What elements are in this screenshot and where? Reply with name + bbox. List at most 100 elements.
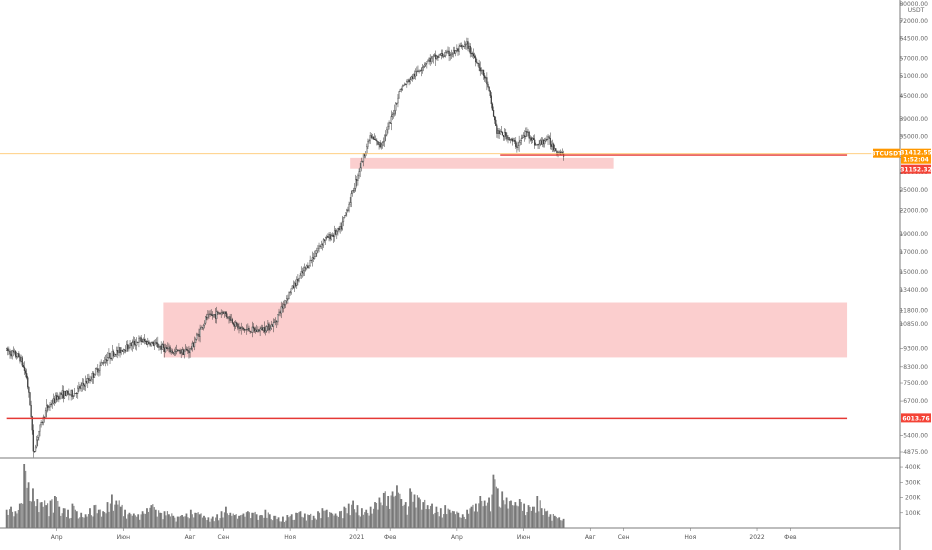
volume-bar (251, 512, 254, 528)
candle-body (436, 55, 438, 60)
candle-body (448, 50, 450, 56)
volume-bar (460, 517, 462, 528)
candle-body (84, 380, 87, 387)
candle-body (524, 135, 526, 137)
candle-body (357, 175, 359, 181)
candle-body (253, 328, 256, 332)
volume-bar (378, 497, 381, 528)
volume-bar (189, 509, 192, 528)
candle-body (78, 386, 80, 389)
candle-body (107, 357, 109, 361)
candle-body (339, 226, 341, 231)
volume-bar (375, 502, 378, 528)
candle-body (81, 382, 83, 386)
candle-body (498, 130, 500, 134)
candle-body (537, 144, 539, 146)
candle-body (515, 141, 517, 147)
candle-body (176, 349, 178, 352)
time-axis[interactable]: Апр Июн Авг Сен Ноя 2021 Фев Апр Июн Авг Сен Ноя 202… (51, 528, 797, 541)
zone-0[interactable] (163, 302, 848, 358)
volume-bar (305, 520, 307, 528)
candle-body (360, 161, 362, 169)
volume-bar (501, 491, 504, 528)
volume-bar (402, 506, 404, 528)
candle-body (259, 328, 261, 332)
volume-bar (435, 506, 438, 528)
volume-bar (384, 491, 386, 528)
candle-body (380, 144, 382, 148)
volume-bar (289, 516, 291, 528)
candle-body (174, 350, 177, 352)
volume-bar (310, 513, 312, 528)
candle-body (335, 230, 337, 235)
candle-body (370, 135, 372, 138)
volume-bar (538, 511, 540, 528)
volume-bar (45, 505, 48, 528)
volume-bar (456, 511, 458, 528)
currency-label: USDT (908, 7, 925, 14)
candle-body (441, 53, 444, 57)
volume-bar (156, 516, 158, 528)
candle-body (66, 390, 68, 396)
volume-bar (552, 513, 554, 528)
volume-bar (469, 508, 471, 528)
candle-body (514, 140, 516, 142)
candle-body (409, 79, 411, 83)
candle-body (281, 306, 283, 309)
candle-body (59, 392, 61, 400)
volume-bar (210, 518, 212, 528)
candle-body (501, 132, 504, 136)
y-tick-label: 4875.00 (903, 449, 928, 456)
candle-body (399, 89, 401, 92)
candles-layer (6, 37, 565, 458)
volume-bar (26, 487, 28, 528)
candle-body (53, 398, 56, 403)
candle-body (172, 352, 175, 354)
volume-bar (258, 515, 261, 528)
candle-body (546, 138, 548, 140)
candle-body (210, 313, 212, 316)
volume-bar (290, 514, 293, 528)
candle-body (13, 350, 16, 353)
volume-bar (353, 509, 356, 528)
candle-body (111, 351, 113, 360)
volume-bar (369, 506, 372, 528)
volume-bar (447, 508, 449, 528)
zone-1[interactable] (350, 157, 614, 169)
candle-body (212, 314, 215, 317)
volume-bar (18, 503, 21, 528)
volume-bar (409, 488, 412, 528)
candle-body (44, 410, 47, 419)
candle-body (50, 404, 52, 406)
candle-body (40, 422, 42, 426)
candle-body (144, 340, 147, 342)
volume-bar (529, 506, 531, 528)
candle-body (288, 292, 290, 299)
volume-tick-label: 100K (905, 510, 921, 517)
volume-bar (22, 503, 24, 528)
volume-bar (57, 500, 59, 528)
x-tick-label: Сен (218, 534, 230, 541)
volume-bar (228, 515, 230, 528)
candle-body (126, 344, 128, 352)
candle-body (20, 357, 22, 362)
volume-axis[interactable]: 400K 300K 200K 100K (900, 464, 921, 517)
volume-bar (315, 519, 318, 528)
candle-body (162, 344, 165, 348)
volume-bar (323, 510, 325, 528)
candle-body (51, 403, 53, 406)
candle-body (243, 329, 246, 331)
volume-bar (222, 517, 224, 528)
volume-bar (474, 503, 477, 528)
volume-bar (444, 505, 447, 528)
candle-body (182, 349, 185, 355)
volume-bar (317, 511, 319, 528)
volume-bar (406, 514, 408, 528)
candle-body (206, 316, 208, 319)
candle-body (181, 349, 183, 353)
candle-body (17, 353, 19, 358)
candle-body (228, 316, 230, 319)
volume-bar (426, 505, 429, 528)
candle-body (373, 138, 376, 140)
